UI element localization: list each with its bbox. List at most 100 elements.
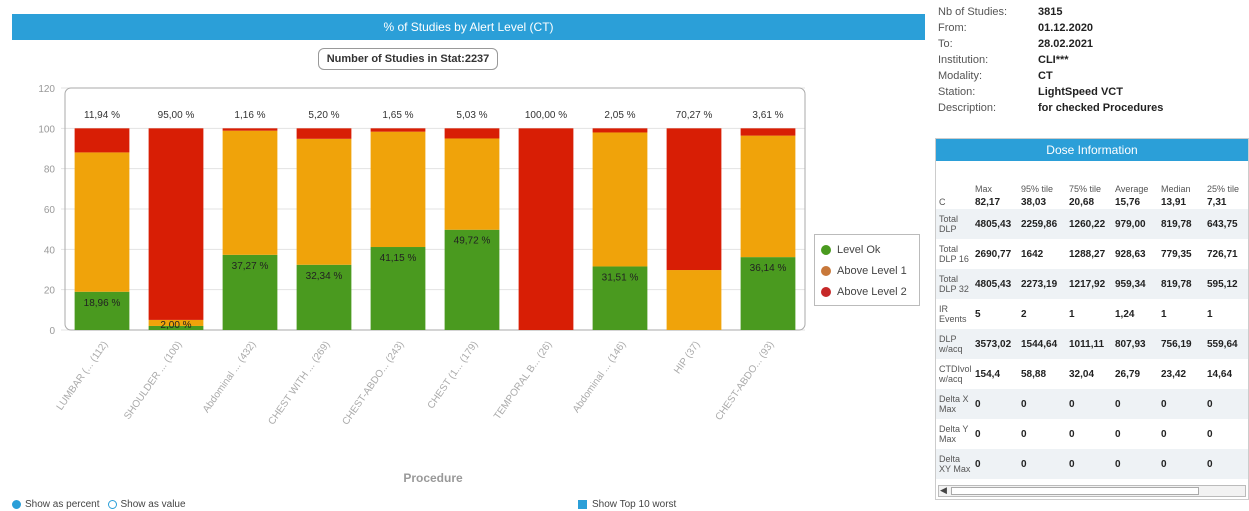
display-mode-radios: Show as percent Show as value	[12, 499, 186, 510]
dose-row: IR Events 5 2 1 1,24 1 1	[936, 299, 1248, 329]
dose-cell: 1544,64	[1018, 329, 1066, 359]
bar-segment	[444, 138, 500, 230]
info-value: 28.02.2021	[1038, 38, 1094, 50]
dose-cell: 1288,27	[1069, 248, 1106, 260]
top10-toggle[interactable]: Show Top 10 worst	[578, 499, 676, 510]
dose-cell: 154,4	[975, 368, 1001, 380]
dose-row-label: Delta X Max	[936, 389, 972, 419]
info-row: Modality: CT	[938, 68, 1163, 84]
top-alert-label: 11,94 %	[84, 110, 120, 121]
legend-item[interactable]: Above Level 2	[821, 281, 913, 302]
chart-title: % of Studies by Alert Level (CT)	[12, 14, 925, 40]
dose-row-label: Total DLP	[936, 209, 972, 239]
value-radio-label[interactable]: Show as value	[120, 499, 186, 510]
top-alert-label: 5,03 %	[456, 110, 487, 121]
dose-cell: 0	[972, 389, 1018, 419]
bar-segment	[666, 128, 722, 271]
dose-cell: 23,42	[1161, 368, 1187, 380]
y-tick-label: 40	[44, 245, 56, 256]
dose-column-header[interactable]: Max	[975, 184, 993, 194]
dose-cell: 0	[972, 449, 1018, 479]
dose-panel-title: Dose Information	[936, 139, 1248, 161]
scroll-thumb[interactable]	[951, 487, 1199, 495]
scroll-left-icon[interactable]: ◀	[940, 485, 947, 495]
info-value: 01.12.2020	[1038, 22, 1094, 34]
studies-count-box: Number of Studies in Stat:2237	[318, 48, 498, 70]
dose-column-header[interactable]: Average	[1115, 184, 1149, 194]
level-ok-label: 2,00 %	[160, 320, 191, 331]
bar-segment	[148, 325, 204, 330]
dose-cell: 0	[1204, 389, 1248, 419]
bar-segment	[740, 257, 796, 330]
dose-cell: 819,78	[1158, 269, 1204, 299]
info-label: Station:	[938, 86, 976, 98]
bar-segment	[370, 131, 426, 248]
bar-segment	[148, 319, 204, 326]
level-ok-label: 36,14 %	[750, 263, 787, 274]
dose-cell: 32,04	[1069, 368, 1095, 380]
bar-segment	[296, 138, 352, 265]
bar-segment	[74, 291, 130, 330]
y-tick-label: 120	[38, 84, 55, 95]
dose-column-header[interactable]: 95% tile	[1021, 184, 1054, 194]
top-alert-label: 5,20 %	[308, 110, 339, 121]
y-tick-label: 80	[44, 165, 56, 176]
dose-cell: 0	[1066, 449, 1112, 479]
dose-column-header[interactable]	[936, 161, 972, 195]
dose-cell: 0	[1115, 428, 1121, 440]
legend-dot-icon	[821, 286, 831, 297]
info-row: Nb of Studies: 3815	[938, 4, 1163, 20]
dose-cell: 2259,86	[1018, 209, 1066, 239]
top10-checkbox[interactable]	[578, 500, 587, 509]
dose-cell: 3573,02	[972, 329, 1018, 359]
dose-cell: 0	[1161, 428, 1167, 440]
dose-row: Total DLP 4805,43 2259,86 1260,22 979,00 819,…	[936, 209, 1248, 239]
y-tick-label: 60	[44, 205, 56, 216]
dose-cell: 756,19	[1158, 329, 1204, 359]
dose-row-label: Delta Y Max	[939, 424, 969, 444]
dose-column-header[interactable]: 25% tile	[1207, 184, 1240, 194]
top-alert-label: 3,61 %	[752, 110, 783, 121]
x-category-label: CHEST WITH ... (269)	[267, 339, 333, 427]
dose-row: Delta X Max 0 0 0 0 0 0	[936, 389, 1248, 419]
bar-segment	[444, 229, 500, 330]
dose-row: Total DLP 16 2690,77 1642 1288,27 928,63 779,…	[936, 239, 1248, 269]
dose-cell: 779,35	[1161, 248, 1192, 260]
dose-column-header[interactable]: 75% tile	[1069, 184, 1102, 194]
top-alert-label: 1,16 %	[234, 110, 265, 121]
legend-item[interactable]: Above Level 1	[821, 260, 913, 281]
dose-cell: 807,93	[1112, 329, 1158, 359]
percent-radio-label[interactable]: Show as percent	[25, 499, 100, 510]
dose-row-label: Total DLP 16	[939, 244, 969, 264]
dose-cell: 1	[1207, 308, 1213, 320]
percent-radio[interactable]	[12, 500, 21, 509]
legend-item[interactable]: Level Ok	[821, 239, 913, 260]
dose-cell: 1,24	[1115, 308, 1135, 320]
dose-row-label: DLP w/acq	[936, 329, 972, 359]
dose-cell: 0	[1021, 428, 1027, 440]
top10-label[interactable]: Show Top 10 worst	[592, 499, 677, 510]
bar-segment	[370, 128, 426, 132]
dose-cell: 0	[1112, 449, 1158, 479]
horizontal-scrollbar[interactable]: ◀	[938, 485, 1246, 497]
value-radio[interactable]	[107, 500, 117, 509]
bar-segment	[592, 128, 648, 133]
dose-cell: 0	[1069, 428, 1075, 440]
y-tick-label: 0	[49, 326, 55, 337]
top-alert-label: 70,27 %	[676, 110, 713, 121]
dose-cell: 0	[975, 428, 981, 440]
x-category-label: Abdominal ... (432)	[201, 339, 258, 415]
y-tick-label: 20	[44, 286, 56, 297]
dose-cell: 1642	[1021, 248, 1044, 260]
legend-dot-icon	[821, 244, 831, 255]
dose-information-panel: Dose Information Max 95% tile 75% tile Aver…	[935, 138, 1249, 500]
dose-cell: 1011,11	[1066, 329, 1112, 359]
dose-cell: 20,68	[1069, 196, 1095, 208]
info-row: Station: LightSpeed VCT	[938, 84, 1163, 100]
dose-cell: 4805,43	[972, 269, 1018, 299]
bar-segment	[296, 264, 352, 330]
level-ok-label: 49,72 %	[454, 236, 491, 247]
x-axis-title: Procedure	[403, 471, 463, 485]
legend-label: Above Level 1	[837, 264, 907, 277]
dose-column-header[interactable]: Median	[1161, 184, 1191, 194]
